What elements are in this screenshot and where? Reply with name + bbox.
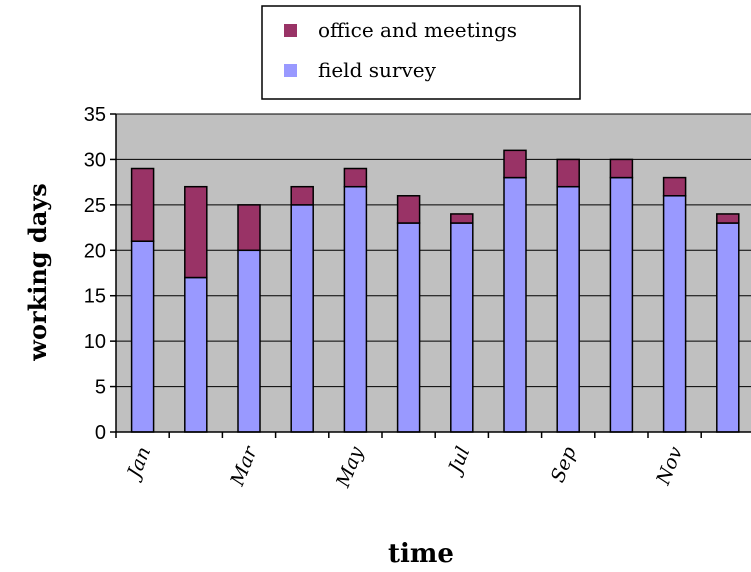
y-axis-title: working days — [23, 183, 52, 361]
bar-office-and-meetings-dec — [716, 213, 740, 224]
bar-field-survey-aug — [503, 176, 527, 433]
bar-field-survey-sep — [556, 185, 580, 433]
x-tick-label: Nov — [652, 443, 687, 488]
x-tick-label: May — [332, 443, 368, 491]
legend: office and meetings field survey — [261, 5, 581, 100]
bar-office-and-meetings-feb — [184, 185, 208, 279]
legend-label-office-and-meetings: office and meetings — [318, 18, 517, 42]
bar-office-and-meetings-may — [343, 167, 368, 188]
plot-area — [116, 113, 751, 432]
bar-office-and-meetings-sep — [556, 158, 580, 188]
plot-background — [116, 114, 751, 432]
bar-office-and-meetings-oct — [609, 158, 634, 179]
bar-office-and-meetings-jun — [396, 195, 421, 224]
legend-swatch-office-and-meetings — [284, 24, 297, 37]
bar-field-survey-may — [343, 185, 368, 433]
legend-swatch-field-survey — [284, 64, 297, 77]
bar-field-survey-apr — [290, 204, 314, 433]
y-tick-label: 0 — [95, 422, 106, 444]
bar-office-and-meetings-nov — [662, 176, 687, 197]
y-tick-label: 10 — [84, 331, 106, 353]
bar-field-survey-jan — [130, 240, 155, 433]
x-tick-labels: Jan Mar May Jul Sep Nov — [115, 432, 702, 491]
bar-office-and-meetings-apr — [290, 185, 314, 206]
bar-field-survey-feb — [184, 276, 208, 433]
bar-field-survey-nov — [662, 195, 687, 433]
y-tick-label: 30 — [84, 149, 106, 171]
bar-office-and-meetings-jan — [130, 167, 155, 242]
bar-field-survey-jun — [396, 222, 421, 433]
x-tick-label: Jan — [122, 444, 156, 485]
bar-field-survey-oct — [609, 176, 634, 433]
bar-field-survey-mar — [237, 249, 261, 433]
x-axis-title: time — [388, 539, 454, 569]
bar-field-survey-dec — [716, 222, 740, 433]
y-tick-label: 25 — [84, 195, 106, 217]
bar-field-survey-jul — [450, 222, 474, 433]
y-tick-label: 15 — [84, 286, 106, 308]
x-tick-label: Sep — [547, 444, 581, 486]
legend-box — [261, 5, 581, 100]
bar-office-and-meetings-mar — [237, 204, 261, 252]
y-tick-label: 5 — [95, 377, 106, 399]
y-tick-labels: 0 5 10 15 20 25 30 35 — [84, 104, 116, 444]
x-tick-label: Mar — [226, 442, 262, 490]
y-tick-label: 35 — [84, 104, 106, 126]
legend-label-field-survey: field survey — [318, 58, 437, 82]
x-tick-label: Jul — [443, 444, 475, 480]
bar-office-and-meetings-aug — [503, 149, 527, 179]
y-tick-label: 20 — [84, 240, 106, 262]
bar-office-and-meetings-jul — [450, 213, 474, 224]
